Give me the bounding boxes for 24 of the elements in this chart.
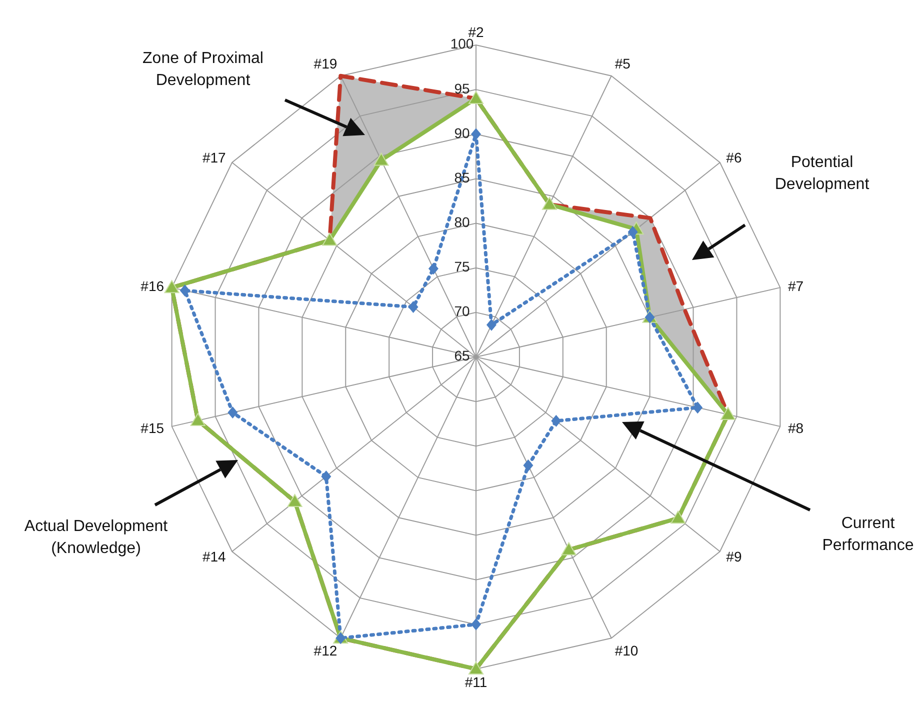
spoke-label: #19 (314, 56, 338, 72)
spoke-label: #8 (788, 420, 804, 436)
spoke-label: #11 (464, 674, 488, 690)
spoke-label: #15 (140, 420, 164, 436)
spoke-label: #16 (140, 278, 164, 294)
text: Current Performance (821, 514, 915, 556)
y-tick-label: 95 (454, 80, 470, 96)
spoke-label: #7 (788, 278, 804, 294)
text: Zone of Proximal Development (142, 49, 264, 91)
spoke-label: #5 (614, 56, 631, 72)
y-tick-label: 80 (454, 214, 470, 230)
y-tick-label: 90 (454, 124, 470, 141)
spoke-label: #6 (726, 149, 742, 166)
text: Potential Development (774, 154, 870, 193)
y-tick-label: 65 (454, 348, 470, 364)
spoke-label: #14 (202, 548, 226, 564)
y-tick-label: 85 (454, 169, 470, 186)
y-tick-label: 70 (454, 303, 470, 320)
spoke-label: #10 (614, 642, 638, 658)
y-tick-label: 75 (454, 258, 470, 275)
spoke-label: #12 (314, 642, 338, 658)
spoke-label: #17 (202, 149, 226, 166)
spoke-label: #9 (726, 548, 742, 564)
text: Actual Development (Knowledge) (24, 518, 168, 557)
